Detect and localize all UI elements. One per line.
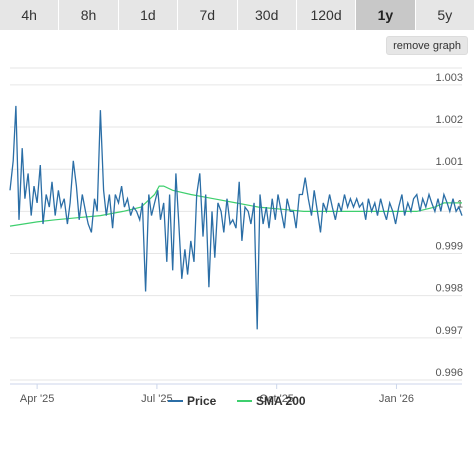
- gridlines: [10, 67, 462, 381]
- x-axis-ticks: Apr '25 Jul '25 Oct '25 Jan '26: [10, 383, 462, 405]
- x-tick-label: Jan '26: [379, 393, 414, 405]
- x-tick-label: Apr '25: [20, 393, 55, 405]
- legend-item-price[interactable]: Price: [168, 394, 217, 408]
- legend-label-price: Price: [187, 394, 217, 408]
- tab-30d[interactable]: 30d: [237, 0, 297, 30]
- x-tick-label: Jul '25: [141, 393, 172, 405]
- timeframe-tabs: 4h 8h 1d 7d 30d 120d 1y 5y: [0, 0, 474, 30]
- tab-4h[interactable]: 4h: [0, 0, 60, 30]
- y-tick-label: 0.997: [435, 325, 463, 337]
- y-axis-ticks: 0.996 0.997 0.998 0.999 1 1.001 1.002 1.003: [435, 72, 463, 379]
- tab-120d[interactable]: 120d: [296, 0, 357, 30]
- remove-graph-button[interactable]: remove graph: [386, 36, 468, 55]
- legend-label-sma-200: SMA 200: [256, 394, 306, 408]
- y-tick-label: 1.002: [435, 114, 463, 126]
- y-tick-label: 1: [457, 198, 463, 210]
- y-tick-label: 1.001: [435, 156, 463, 168]
- legend-item-sma-200[interactable]: SMA 200: [237, 394, 306, 408]
- legend: Price SMA 200: [168, 394, 306, 408]
- tab-1d[interactable]: 1d: [118, 0, 179, 30]
- tab-5y[interactable]: 5y: [415, 0, 474, 30]
- tab-1y[interactable]: 1y: [356, 0, 416, 30]
- y-tick-label: 1.003: [435, 72, 463, 84]
- tab-7d[interactable]: 7d: [178, 0, 238, 30]
- y-tick-label: 0.996: [435, 367, 463, 379]
- series-line-price: [9, 105, 463, 330]
- y-tick-label: 0.999: [435, 241, 463, 253]
- tab-8h[interactable]: 8h: [59, 0, 119, 30]
- x-tick-label: Oct '25: [259, 393, 294, 405]
- y-tick-label: 0.998: [435, 283, 463, 295]
